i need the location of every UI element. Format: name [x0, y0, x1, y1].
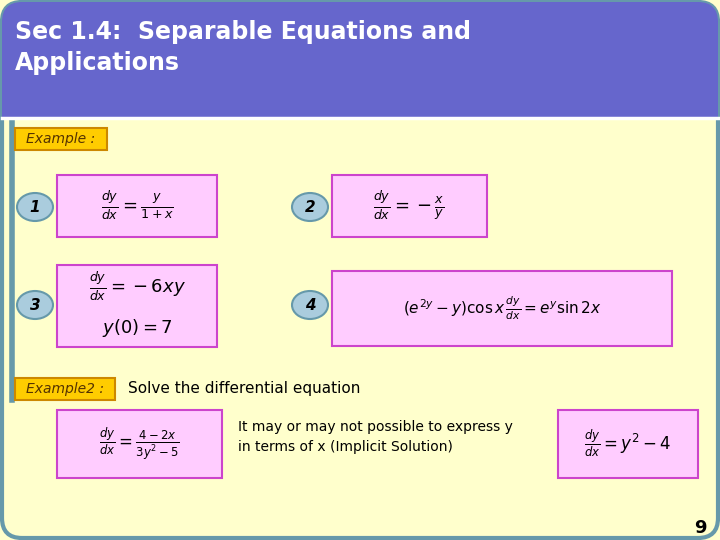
Text: Solve the differential equation: Solve the differential equation [128, 381, 361, 396]
Text: Sec 1.4:  Separable Equations and
Applications: Sec 1.4: Separable Equations and Applica… [15, 20, 471, 75]
FancyBboxPatch shape [332, 175, 487, 237]
FancyBboxPatch shape [558, 410, 698, 478]
FancyBboxPatch shape [57, 175, 217, 237]
FancyBboxPatch shape [15, 378, 115, 400]
Text: $\frac{dy}{dx} = \frac{4-2x}{3y^2-5}$: $\frac{dy}{dx} = \frac{4-2x}{3y^2-5}$ [99, 426, 179, 462]
Text: 3: 3 [30, 298, 40, 313]
Text: $(e^{2y}-y)\cos x\,\frac{dy}{dx} = e^{y}\sin 2x$: $(e^{2y}-y)\cos x\,\frac{dy}{dx} = e^{y}… [402, 294, 601, 322]
Text: $\frac{dy}{dx} = -\frac{x}{y}$: $\frac{dy}{dx} = -\frac{x}{y}$ [373, 190, 445, 222]
Text: Example2 :: Example2 : [26, 382, 104, 396]
Text: $\frac{dy}{dx} = \frac{y}{1+x}$: $\frac{dy}{dx} = \frac{y}{1+x}$ [101, 190, 174, 222]
FancyBboxPatch shape [15, 128, 107, 150]
Text: $y(0) = 7$: $y(0) = 7$ [102, 317, 172, 339]
Ellipse shape [292, 291, 328, 319]
Ellipse shape [17, 291, 53, 319]
Text: $\frac{dy}{dx} = y^2 - 4$: $\frac{dy}{dx} = y^2 - 4$ [585, 428, 672, 460]
Text: It may or may not possible to express y
in terms of x (Implicit Solution): It may or may not possible to express y … [238, 420, 513, 454]
FancyBboxPatch shape [2, 80, 718, 117]
Text: Example :: Example : [27, 132, 96, 146]
Text: 2: 2 [305, 199, 315, 214]
FancyBboxPatch shape [57, 265, 217, 347]
Text: 9: 9 [694, 519, 706, 537]
Text: $\frac{dy}{dx} = -6xy$: $\frac{dy}{dx} = -6xy$ [89, 271, 186, 303]
FancyBboxPatch shape [332, 271, 672, 346]
Ellipse shape [292, 193, 328, 221]
Text: 1: 1 [30, 199, 40, 214]
FancyBboxPatch shape [2, 2, 718, 117]
FancyBboxPatch shape [57, 410, 222, 478]
Text: 4: 4 [305, 298, 315, 313]
Ellipse shape [17, 193, 53, 221]
